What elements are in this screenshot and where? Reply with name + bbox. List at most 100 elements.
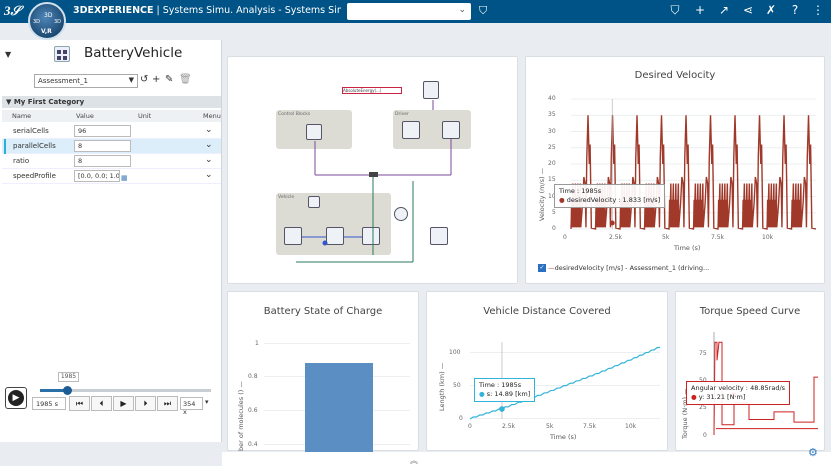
search-input[interactable]: ⌄ — [347, 3, 471, 20]
chart-legend[interactable]: ✓ —desiredVelocity [m/s] - Assessment_1 … — [538, 264, 710, 272]
reset-icon[interactable]: ↺ — [140, 74, 149, 85]
x-tick: 0 — [563, 234, 567, 241]
table-row[interactable]: speedProfile [0.0, 0.0; 1.0, ... ⌄ — [2, 169, 221, 184]
y-tick: 25 — [699, 404, 707, 411]
driver-control-component[interactable] — [442, 121, 460, 139]
tools-icon[interactable]: ✗ — [765, 3, 777, 17]
first-frame-button[interactable]: ⏮ — [69, 396, 90, 411]
x-tick: 10k — [625, 423, 637, 430]
slider-fill — [40, 389, 68, 392]
expand-triangle-icon: ▼ — [6, 98, 14, 106]
table-editor-icon[interactable]: ▦ — [121, 174, 128, 182]
x-axis-label: Time (s) — [674, 244, 701, 252]
ds-logo-icon[interactable]: 3𝒮 — [4, 3, 21, 18]
collapse-triangle-icon[interactable]: ▼ — [5, 50, 12, 59]
data-point — [609, 220, 615, 226]
tag-icon[interactable]: ⛉ — [479, 4, 488, 17]
y-tick: 0.8 — [248, 373, 258, 380]
chevron-down-icon: ▼ — [128, 76, 134, 84]
y-tick: 50 — [699, 377, 707, 384]
road-component[interactable] — [430, 227, 448, 245]
gear-component[interactable] — [308, 196, 320, 208]
model-icon — [54, 46, 70, 62]
chart-title: Battery State of Charge — [263, 306, 383, 317]
table-row[interactable]: ratio 8 ⌄ — [2, 154, 221, 169]
simulate-button[interactable]: ▶ — [5, 387, 27, 409]
y-tick: 30 — [548, 127, 556, 135]
plus-icon[interactable]: + — [694, 3, 706, 17]
column-name: Name — [12, 112, 32, 120]
param-value-field[interactable]: 96 — [74, 125, 131, 137]
y-tick: 25 — [548, 143, 556, 151]
delete-icon[interactable]: 🗑 — [179, 74, 192, 85]
chevron-down-icon[interactable]: ⌄ — [205, 155, 213, 165]
x-tick: 7.5k — [711, 234, 725, 241]
chevron-down-icon[interactable]: ⌄ — [205, 170, 213, 180]
column-value: Value — [76, 112, 94, 120]
param-value-field[interactable]: [0.0, 0.0; 1.0, ... — [74, 170, 120, 182]
x-tick: 0 — [468, 423, 472, 430]
more-icon[interactable]: ⋮ — [812, 3, 824, 17]
battery-component[interactable] — [284, 227, 302, 245]
speed-field[interactable]: 354 x — [180, 397, 203, 416]
play-button[interactable]: ▶ — [113, 396, 134, 411]
soc-bar[interactable] — [305, 363, 373, 452]
motor-component[interactable] — [326, 227, 344, 245]
chevron-down-icon[interactable]: ⌄ — [458, 5, 466, 15]
slider-handle[interactable] — [63, 386, 73, 395]
x-tick: 5k — [546, 423, 554, 430]
data-point — [499, 406, 505, 412]
y-tick: 40 — [548, 95, 556, 102]
assessment-select[interactable]: Assessment_1 ▼ — [34, 74, 138, 88]
param-value-field[interactable]: 8 — [74, 140, 131, 152]
soc-chart-card: Battery State of Charge ber of molecules… — [227, 291, 419, 452]
chart-tooltip: Time : 1985s ● s: 14.89 [km] — [474, 378, 536, 402]
time-field[interactable]: 1985 s — [32, 397, 66, 410]
next-frame-button[interactable]: ⏵ — [135, 396, 156, 411]
driver-scope-component[interactable] — [402, 121, 420, 139]
y-tick: 0.4 — [248, 441, 258, 448]
share-arrow-icon[interactable]: ↗ — [718, 3, 730, 17]
bookmark-icon[interactable]: ⛉ — [670, 3, 680, 17]
y-tick: 75 — [699, 350, 707, 357]
table-row[interactable]: parallelCells 8 ⌄ — [2, 139, 221, 154]
y-tick: 35 — [548, 111, 556, 119]
connection-lines — [296, 100, 452, 263]
chart-title: Torque Speed Curve — [699, 306, 801, 317]
prev-frame-button[interactable]: ⏴ — [91, 396, 112, 411]
add-icon[interactable]: + — [152, 74, 161, 85]
velocity-series-line — [570, 115, 817, 230]
param-value-field[interactable]: 8 — [74, 155, 131, 167]
y-tick: 5 — [552, 208, 556, 216]
y-tick: 100 — [449, 349, 461, 356]
chevron-down-icon[interactable]: ▾ — [205, 398, 209, 406]
table-header: Name Value Unit Menu — [2, 110, 221, 122]
energy-block[interactable]: AbsoluteEnergy(...) — [342, 87, 402, 94]
energy-component[interactable] — [423, 81, 439, 99]
category-header[interactable]: ▼ My First Category — [2, 96, 221, 108]
time-slider[interactable] — [40, 386, 211, 395]
chevron-down-icon[interactable]: ⌄ — [205, 125, 213, 135]
bottom-bar — [222, 452, 831, 466]
user-settings-icon[interactable]: ⚙ — [808, 446, 818, 459]
last-frame-button[interactable]: ⏭ — [157, 396, 178, 411]
chassis-component[interactable] — [362, 227, 380, 245]
y-tick: 0 — [459, 415, 463, 422]
chart-title: Vehicle Distance Covered — [483, 306, 611, 317]
y-tick: 0.6 — [248, 407, 258, 414]
model-diagram-card: Control Blocks Driver Vehicle AbsoluteEn… — [227, 56, 518, 284]
x-tick: 10k — [762, 234, 774, 241]
x-tick: 2.5k — [609, 234, 623, 241]
help-icon[interactable]: ? — [791, 3, 799, 17]
chevron-down-icon[interactable]: ⌄ — [205, 140, 213, 150]
edit-icon[interactable]: ✎ — [165, 74, 174, 85]
share-network-icon[interactable]: ⋖ — [742, 3, 754, 17]
table-row[interactable]: serialCells 96 ⌄ — [2, 124, 221, 139]
compass-icon[interactable]: 3D 3D 3D V,R — [28, 2, 66, 40]
legend-checkbox[interactable]: ✓ — [538, 264, 546, 272]
speed-sensor-component[interactable] — [394, 207, 408, 221]
selection-marker — [4, 139, 6, 154]
y-tick: 0 — [703, 432, 707, 439]
controller-component[interactable] — [306, 124, 322, 140]
collapse-up-icon[interactable]: ︽ — [410, 456, 418, 465]
